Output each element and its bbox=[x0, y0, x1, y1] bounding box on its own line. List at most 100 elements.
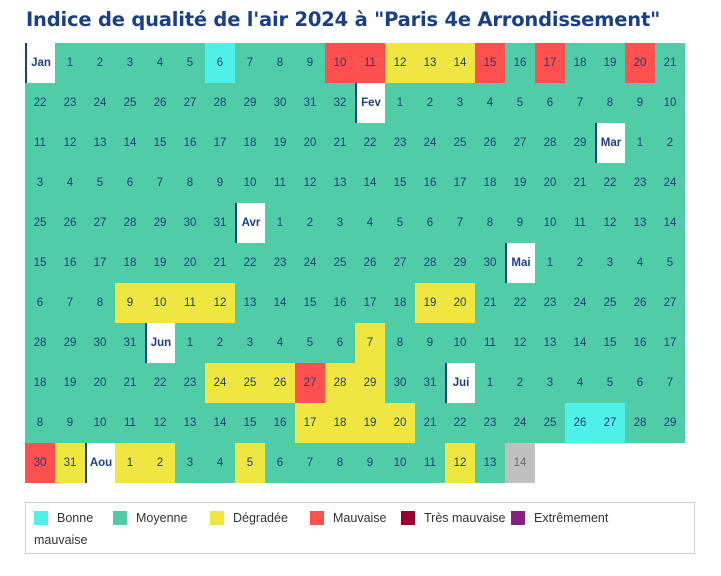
day-cell[interactable]: 11 bbox=[355, 43, 385, 83]
day-cell[interactable]: 16 bbox=[625, 323, 655, 363]
day-cell[interactable]: 19 bbox=[55, 363, 85, 403]
day-cell[interactable]: 4 bbox=[265, 323, 295, 363]
day-cell[interactable]: 24 bbox=[505, 403, 535, 443]
day-cell[interactable]: 1 bbox=[475, 363, 505, 403]
day-cell[interactable]: 7 bbox=[445, 203, 475, 243]
day-cell[interactable]: 6 bbox=[325, 323, 355, 363]
day-cell[interactable]: 18 bbox=[565, 43, 595, 83]
day-cell[interactable]: 22 bbox=[505, 283, 535, 323]
day-cell[interactable]: 6 bbox=[25, 283, 55, 323]
day-cell[interactable]: 14 bbox=[505, 443, 535, 483]
day-cell[interactable]: 14 bbox=[205, 403, 235, 443]
day-cell[interactable]: 2 bbox=[205, 323, 235, 363]
day-cell[interactable]: 5 bbox=[385, 203, 415, 243]
day-cell[interactable]: 3 bbox=[595, 243, 625, 283]
day-cell[interactable]: 12 bbox=[145, 403, 175, 443]
day-cell[interactable]: 19 bbox=[595, 43, 625, 83]
day-cell[interactable]: 29 bbox=[355, 363, 385, 403]
day-cell[interactable]: 9 bbox=[115, 283, 145, 323]
day-cell[interactable]: 11 bbox=[265, 163, 295, 203]
day-cell[interactable]: 25 bbox=[445, 123, 475, 163]
day-cell[interactable]: 12 bbox=[55, 123, 85, 163]
day-cell[interactable]: 18 bbox=[385, 283, 415, 323]
day-cell[interactable]: 20 bbox=[535, 163, 565, 203]
day-cell[interactable]: 3 bbox=[445, 83, 475, 123]
day-cell[interactable]: 25 bbox=[25, 203, 55, 243]
day-cell[interactable]: 28 bbox=[535, 123, 565, 163]
day-cell[interactable]: 18 bbox=[235, 123, 265, 163]
day-cell[interactable]: 18 bbox=[25, 363, 55, 403]
day-cell[interactable]: 17 bbox=[355, 283, 385, 323]
day-cell[interactable]: 6 bbox=[535, 83, 565, 123]
day-cell[interactable]: 30 bbox=[385, 363, 415, 403]
day-cell[interactable]: 9 bbox=[415, 323, 445, 363]
day-cell[interactable]: 22 bbox=[355, 123, 385, 163]
day-cell[interactable]: 7 bbox=[565, 83, 595, 123]
day-cell[interactable]: 28 bbox=[625, 403, 655, 443]
day-cell[interactable]: 1 bbox=[535, 243, 565, 283]
day-cell[interactable]: 6 bbox=[415, 203, 445, 243]
day-cell[interactable]: 4 bbox=[355, 203, 385, 243]
day-cell[interactable]: 14 bbox=[265, 283, 295, 323]
day-cell[interactable]: 13 bbox=[625, 203, 655, 243]
day-cell[interactable]: 12 bbox=[385, 43, 415, 83]
day-cell[interactable]: 27 bbox=[295, 363, 325, 403]
day-cell[interactable]: 15 bbox=[25, 243, 55, 283]
day-cell[interactable]: 9 bbox=[355, 443, 385, 483]
day-cell[interactable]: 31 bbox=[205, 203, 235, 243]
day-cell[interactable]: 20 bbox=[445, 283, 475, 323]
day-cell[interactable]: 20 bbox=[175, 243, 205, 283]
day-cell[interactable]: 13 bbox=[235, 283, 265, 323]
day-cell[interactable]: 4 bbox=[145, 43, 175, 83]
day-cell[interactable]: 11 bbox=[475, 323, 505, 363]
day-cell[interactable]: 2 bbox=[655, 123, 685, 163]
day-cell[interactable]: 12 bbox=[205, 283, 235, 323]
day-cell[interactable]: 3 bbox=[235, 323, 265, 363]
day-cell[interactable]: 15 bbox=[595, 323, 625, 363]
day-cell[interactable]: 19 bbox=[415, 283, 445, 323]
day-cell[interactable]: 16 bbox=[265, 403, 295, 443]
day-cell[interactable]: 14 bbox=[565, 323, 595, 363]
day-cell[interactable]: 21 bbox=[475, 283, 505, 323]
day-cell[interactable]: 6 bbox=[265, 443, 295, 483]
day-cell[interactable]: 24 bbox=[85, 83, 115, 123]
day-cell[interactable]: 15 bbox=[145, 123, 175, 163]
day-cell[interactable]: 11 bbox=[565, 203, 595, 243]
day-cell[interactable]: 7 bbox=[145, 163, 175, 203]
day-cell[interactable]: 10 bbox=[655, 83, 685, 123]
day-cell[interactable]: 19 bbox=[505, 163, 535, 203]
day-cell[interactable]: 14 bbox=[115, 123, 145, 163]
day-cell[interactable]: 8 bbox=[385, 323, 415, 363]
day-cell[interactable]: 29 bbox=[565, 123, 595, 163]
day-cell[interactable]: 30 bbox=[475, 243, 505, 283]
day-cell[interactable]: 16 bbox=[175, 123, 205, 163]
day-cell[interactable]: 9 bbox=[205, 163, 235, 203]
day-cell[interactable]: 31 bbox=[415, 363, 445, 403]
day-cell[interactable]: 20 bbox=[295, 123, 325, 163]
day-cell[interactable]: 5 bbox=[85, 163, 115, 203]
day-cell[interactable]: 4 bbox=[565, 363, 595, 403]
day-cell[interactable]: 27 bbox=[85, 203, 115, 243]
day-cell[interactable]: 28 bbox=[25, 323, 55, 363]
day-cell[interactable]: 11 bbox=[415, 443, 445, 483]
day-cell[interactable]: 3 bbox=[535, 363, 565, 403]
day-cell[interactable]: 4 bbox=[625, 243, 655, 283]
day-cell[interactable]: 22 bbox=[235, 243, 265, 283]
day-cell[interactable]: 8 bbox=[325, 443, 355, 483]
day-cell[interactable]: 24 bbox=[295, 243, 325, 283]
day-cell[interactable]: 8 bbox=[475, 203, 505, 243]
day-cell[interactable]: 27 bbox=[595, 403, 625, 443]
day-cell[interactable]: 2 bbox=[295, 203, 325, 243]
day-cell[interactable]: 17 bbox=[295, 403, 325, 443]
day-cell[interactable]: 17 bbox=[445, 163, 475, 203]
day-cell[interactable]: 10 bbox=[445, 323, 475, 363]
day-cell[interactable]: 25 bbox=[535, 403, 565, 443]
day-cell[interactable]: 5 bbox=[655, 243, 685, 283]
day-cell[interactable]: 13 bbox=[535, 323, 565, 363]
day-cell[interactable]: 2 bbox=[145, 443, 175, 483]
day-cell[interactable]: 15 bbox=[475, 43, 505, 83]
day-cell[interactable]: 16 bbox=[505, 43, 535, 83]
day-cell[interactable]: 23 bbox=[265, 243, 295, 283]
day-cell[interactable]: 1 bbox=[625, 123, 655, 163]
day-cell[interactable]: 28 bbox=[205, 83, 235, 123]
